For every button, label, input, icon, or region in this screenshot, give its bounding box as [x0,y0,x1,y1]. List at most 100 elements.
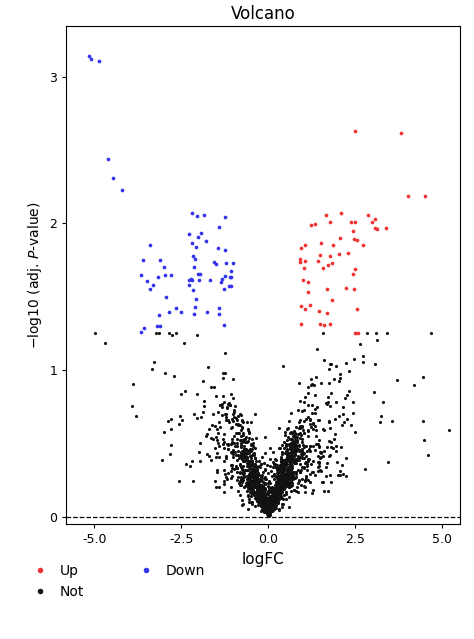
Point [327,442,334,452]
Point [285,479,293,489]
Point [273,492,281,502]
Point [339,468,346,479]
Point [207,433,215,443]
Point [373,328,380,339]
Point [283,495,290,505]
Point [265,507,273,518]
Point [269,505,276,515]
Point [259,467,266,477]
Point [185,275,193,286]
Point [280,473,288,483]
Point [356,339,364,349]
Point [241,435,248,445]
Point [268,495,276,505]
Point [273,473,281,483]
Point [244,448,252,458]
Point [250,489,258,500]
Point [146,240,154,250]
Point [191,409,198,419]
Point [286,444,293,454]
Point [273,477,280,487]
Point [274,475,282,485]
Point [270,498,277,509]
Point [261,500,269,511]
Point [251,474,259,484]
Point [259,498,267,508]
Point [249,449,256,459]
Point [168,330,176,341]
Point [222,258,230,268]
Point [243,465,251,475]
Point [267,497,275,507]
Point [238,436,246,447]
Point [270,447,277,458]
Point [220,437,228,447]
Point [256,486,264,496]
Point [261,501,269,511]
Point [278,470,286,481]
Point [350,354,358,364]
Point [245,458,253,468]
Point [257,486,265,496]
Point [262,492,270,502]
Point [294,454,301,464]
Point [260,493,267,504]
Point [258,488,265,498]
Point [251,479,258,489]
Point [262,500,269,510]
Point [260,473,267,483]
Point [297,480,305,490]
Point [270,486,277,497]
Point [247,481,255,491]
Point [328,477,335,487]
Point [226,417,233,427]
Point [242,449,250,459]
Point [215,452,222,462]
Point [304,456,311,466]
Point [155,328,163,339]
Point [210,256,218,266]
Point [317,447,325,458]
Point [234,428,241,438]
Point [287,434,294,444]
Point [264,507,271,517]
Point [292,440,300,450]
Point [284,469,292,479]
Point [255,493,263,503]
Point [253,494,260,504]
Point [301,447,308,458]
Point [228,447,235,457]
Point [210,435,217,445]
Point [317,447,324,457]
Point [272,503,280,513]
Point [244,461,251,471]
Point [320,320,328,330]
Point [266,502,273,512]
Point [325,486,332,496]
Point [245,448,252,458]
Point [267,498,275,509]
Point [276,475,284,485]
Point [244,471,251,481]
Point [204,362,212,373]
Point [223,415,230,425]
Point [245,472,253,482]
Point [219,368,227,378]
Point [304,277,312,288]
Point [299,449,307,459]
Point [244,479,252,489]
Point [223,453,230,463]
Point [249,481,256,491]
Point [260,500,268,511]
Point [150,357,157,367]
Point [283,475,290,485]
Point [260,502,267,512]
Point [298,449,305,459]
Point [276,479,284,489]
Point [287,476,294,486]
Point [260,489,267,500]
Point [202,431,210,441]
Point [263,502,271,512]
Point [186,461,194,471]
Point [273,463,281,473]
